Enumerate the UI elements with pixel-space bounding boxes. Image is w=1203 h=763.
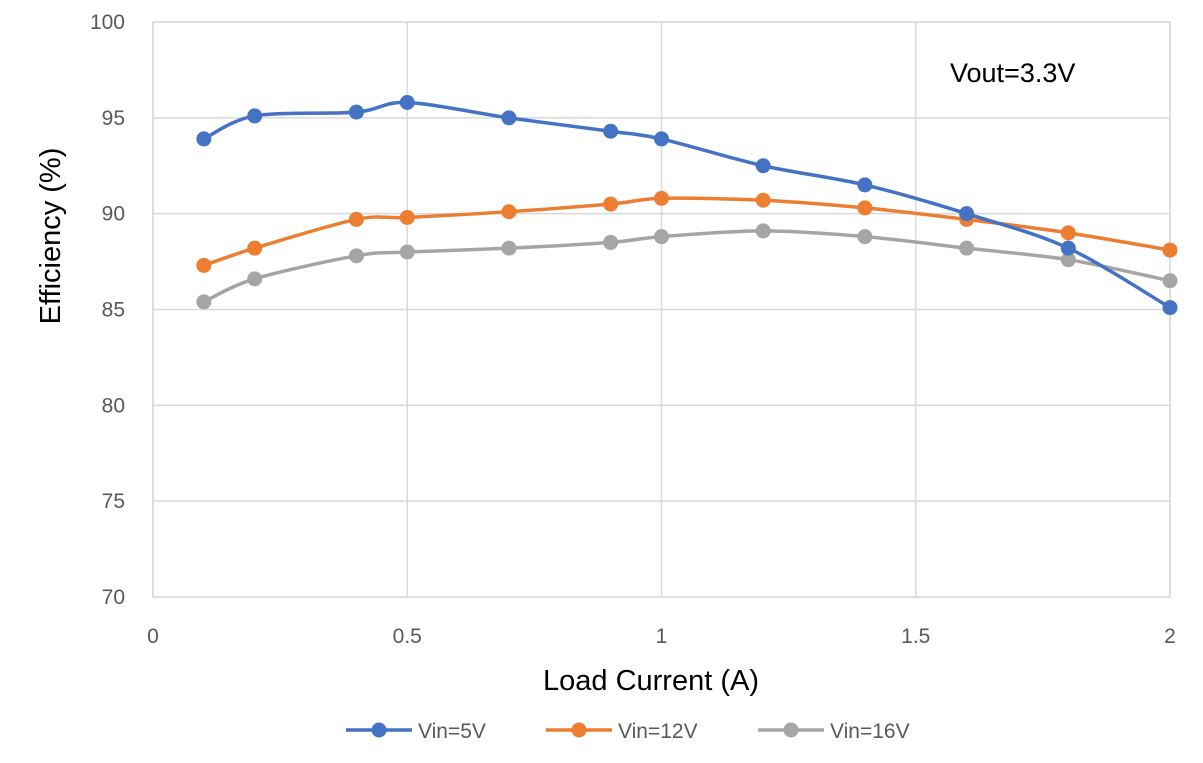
data-point (196, 294, 212, 310)
legend-item: Vin=5V (346, 720, 486, 743)
data-point (501, 110, 517, 126)
data-point (348, 211, 364, 227)
x-tick-label: 1 (656, 625, 668, 648)
data-point (603, 234, 619, 250)
data-point (603, 196, 619, 212)
data-point (857, 200, 873, 216)
data-point (654, 131, 669, 147)
legend-marker (783, 722, 799, 738)
legend-item: Vin=16V (758, 720, 910, 743)
data-point (755, 223, 771, 239)
data-point (196, 257, 212, 273)
x-tick-label: 1.5 (901, 625, 930, 648)
legend: Vin=5V Vin=12V Vin=16V (346, 720, 910, 743)
y-tick-label: 90 (102, 203, 125, 226)
legend-label: Vin=12V (618, 720, 698, 743)
data-point (1162, 273, 1178, 289)
series-vin-16v (196, 223, 1178, 310)
data-point (399, 210, 415, 225)
data-point (247, 108, 263, 124)
y-tick-label: 85 (102, 299, 125, 322)
y-tick-label: 75 (102, 490, 125, 513)
gridlines (152, 21, 1171, 598)
data-point (654, 190, 669, 206)
y-axis-title: Efficiency (%) (35, 148, 67, 325)
data-point (501, 240, 517, 256)
data-point (857, 177, 873, 193)
series-vin-5v (196, 95, 1178, 316)
data-point (1060, 225, 1076, 241)
data-point (196, 131, 212, 147)
x-tick-label: 0 (147, 625, 159, 648)
data-point (654, 229, 669, 245)
data-point (755, 192, 771, 208)
data-point (1060, 252, 1076, 268)
tick-labels: 70 75 80 85 90 95 100 0 0.5 1 1.5 2 (90, 11, 1176, 648)
series-lines (196, 95, 1178, 316)
series-line (203, 229, 1171, 304)
data-point (1162, 300, 1178, 316)
data-point (755, 158, 771, 174)
y-tick-label: 100 (90, 11, 125, 34)
data-point (1060, 240, 1076, 256)
legend-label: Vin=5V (418, 720, 486, 743)
data-point (603, 123, 619, 139)
data-point (348, 248, 364, 264)
data-point (247, 240, 263, 256)
data-point (959, 206, 975, 222)
y-tick-label: 95 (102, 107, 125, 130)
legend-marker (571, 722, 587, 738)
data-point (501, 204, 517, 220)
data-point (348, 104, 364, 120)
x-axis-title: Load Current (A) (543, 665, 759, 697)
data-point (959, 240, 975, 256)
vout-annotation: Vout=3.3V (950, 58, 1075, 88)
y-tick-label: 70 (102, 586, 125, 609)
data-point (399, 244, 415, 260)
data-point (1162, 242, 1178, 258)
x-tick-label: 2 (1164, 625, 1176, 648)
legend-label: Vin=16V (830, 720, 910, 743)
data-point (247, 271, 263, 287)
x-tick-label: 0.5 (393, 625, 422, 648)
legend-item: Vin=12V (546, 720, 698, 743)
data-point (857, 229, 873, 245)
y-tick-label: 80 (102, 394, 125, 417)
legend-marker (371, 722, 387, 738)
series-line (203, 100, 1171, 310)
data-point (399, 95, 415, 110)
